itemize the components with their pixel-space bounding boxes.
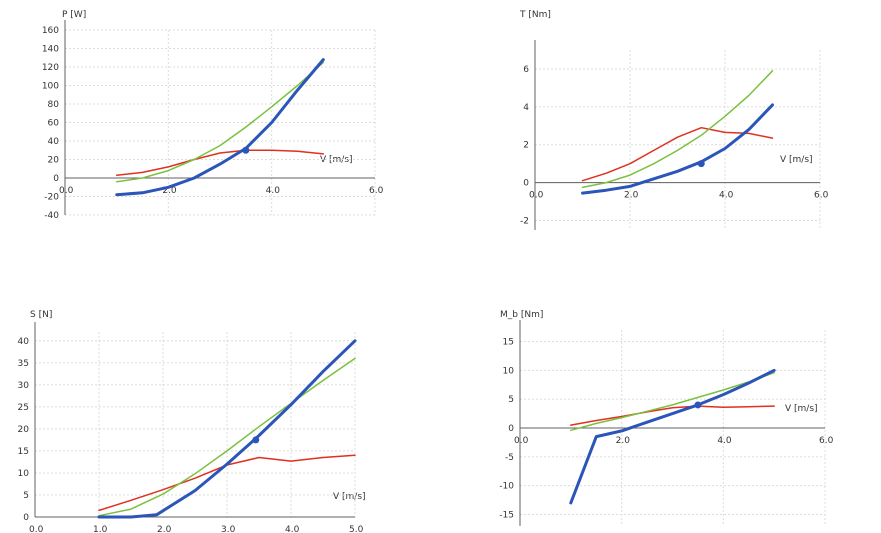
chart-force-ytick: 0	[23, 513, 29, 523]
chart-moment-operating-point	[694, 401, 702, 409]
chart-torque-ytick: 6	[523, 65, 529, 75]
chart-force-ylabel: S [N]	[30, 310, 52, 320]
chart-torque-series-line	[581, 126, 774, 182]
chart-force-ytick: 10	[18, 469, 30, 479]
chart-force-ytick: 15	[18, 447, 29, 457]
chart-power-ytick: -40	[44, 211, 59, 221]
chart-torque-grid	[534, 50, 821, 230]
chart-moment-series-line	[570, 371, 775, 432]
chart-moment-ytick: 15	[503, 338, 514, 348]
chart-torque-xlabel: V [m/s]	[780, 155, 813, 165]
chart-power-ytick: 40	[48, 137, 60, 147]
chart-power-series-line	[115, 149, 325, 176]
chart-force-ytick: 35	[18, 359, 29, 369]
chart-torque-xtick: 6.0	[814, 191, 829, 201]
chart-torque-xtick: 0.0	[529, 191, 544, 201]
chart-moment-xtick: 6.0	[819, 436, 834, 446]
chart-force-xtick: 0.0	[29, 525, 44, 533]
chart-moment-ytick: -15	[499, 510, 514, 520]
chart-power-xtick: 4.0	[266, 186, 281, 196]
chart-torque-ytick: 2	[523, 141, 529, 151]
chart-force-ytick: 30	[18, 381, 30, 391]
chart-moment-ytick: -5	[505, 453, 514, 463]
chart-force-ytick: 20	[18, 425, 30, 435]
chart-torque-series-line	[581, 103, 774, 195]
chart-force-operating-point	[252, 436, 260, 444]
chart-power-series-line	[115, 58, 325, 197]
chart-force-xtick: 2.0	[157, 525, 172, 533]
chart-moment-ytick: 10	[503, 366, 515, 376]
chart-moment-series-line	[569, 368, 776, 505]
chart-moment-ytick: -10	[499, 482, 514, 492]
chart-torque-xtick: 4.0	[719, 191, 734, 201]
chart-force-ytick: 25	[18, 403, 29, 413]
chart-torque-series-line	[581, 70, 774, 189]
chart-force-xtick: 5.0	[349, 525, 364, 533]
chart-power-ytick: 60	[48, 119, 60, 129]
chart-torque-ylabel: T [Nm]	[519, 10, 551, 20]
chart-torque-ytick: 4	[523, 103, 529, 113]
chart-moment-xtick: 4.0	[717, 436, 732, 446]
chart-moment-series-line	[570, 405, 775, 426]
chart-power-ytick: 20	[48, 156, 60, 166]
chart-power-operating-point	[242, 146, 250, 154]
chart-power-xtick: 0.0	[59, 186, 74, 196]
chart-force-xtick: 1.0	[93, 525, 108, 533]
chart-power-ylabel: P [W]	[62, 10, 86, 20]
chart-force: S [N] V [m/s] 0.0 1.0 2.0 3.0 4.0 5.0 40 35 30 25…	[18, 310, 366, 533]
chart-power-ytick: 140	[42, 45, 59, 55]
chart-force-ytick: 5	[23, 491, 29, 501]
chart-power-ytick: 160	[42, 26, 59, 36]
chart-power-ytick: 100	[42, 82, 59, 92]
chart-force-xtick: 4.0	[285, 525, 300, 533]
chart-torque-operating-point	[697, 160, 705, 168]
chart-moment-xlabel: V [m/s]	[785, 404, 818, 414]
chart-force-series-line	[97, 339, 357, 519]
chart-torque-xtick: 2.0	[624, 191, 639, 201]
chart-power-grid	[64, 29, 376, 216]
chart-force-xtick: 3.0	[221, 525, 236, 533]
chart-torque-ytick: -2	[520, 217, 529, 227]
chart-moment: M_b [Nm] V [m/s] 0.0 2.0 4.0 6.0 15 10 5 0 -5 -10…	[499, 310, 834, 526]
chart-power: P [W] V [m/s] 0.0 2.0 4.0 6.0 160 140 120 100 80…	[42, 10, 384, 221]
chart-moment-xtick: 2.0	[616, 436, 631, 446]
chart-moment-ytick: 5	[508, 395, 514, 405]
chart-force-ytick: 40	[18, 337, 30, 347]
chart-power-xtick: 6.0	[369, 186, 384, 196]
chart-moment-ytick: 0	[508, 424, 514, 434]
chart-power-ytick: 80	[48, 100, 60, 110]
chart-power-xtick: 2.0	[162, 186, 177, 196]
chart-power-ytick: 120	[42, 63, 59, 73]
chart-force-series-line	[98, 357, 356, 517]
chart-force-xlabel: V [m/s]	[333, 492, 366, 502]
chart-moment-ylabel: M_b [Nm]	[500, 310, 543, 320]
chart-moment-xtick: 0.0	[514, 436, 529, 446]
chart-power-ytick: -20	[44, 193, 59, 203]
chart-torque-ytick: 0	[523, 179, 529, 189]
chart-torque: T [Nm] V [m/s] 0.0 2.0 4.0 6.0 6 4 2 0 -2	[519, 10, 829, 230]
chart-power-xlabel: V [m/s]	[320, 155, 353, 165]
chart-power-series-line	[115, 61, 325, 183]
chart-power-ytick: 0	[53, 174, 59, 184]
